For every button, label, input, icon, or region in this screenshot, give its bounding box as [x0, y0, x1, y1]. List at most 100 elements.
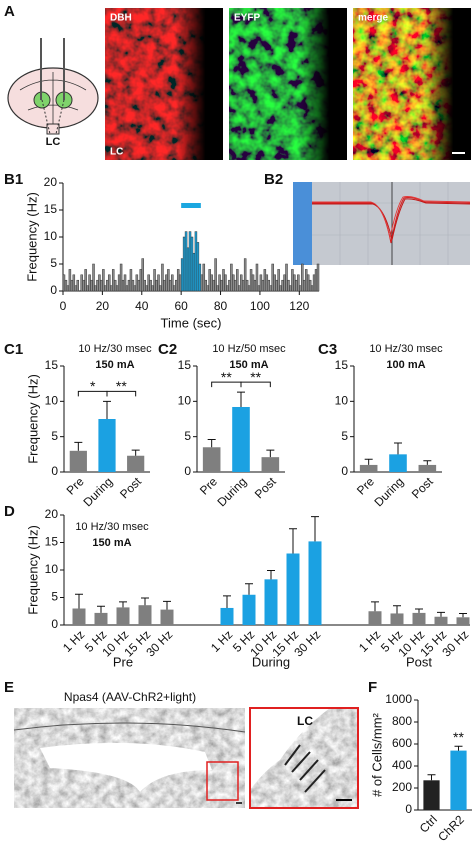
histogram-bar: [186, 247, 190, 292]
histogram-bar: [314, 269, 318, 292]
histogram-bar: [169, 279, 172, 292]
histogram-bar: [86, 285, 89, 292]
bar: [359, 464, 378, 472]
histogram-bar: [297, 274, 300, 292]
histogram-bar: [135, 274, 139, 292]
histogram-bar: [137, 279, 141, 292]
histogram-bar: [176, 269, 180, 292]
histogram-bar: [173, 285, 176, 292]
y-tick-label: 5: [184, 429, 191, 443]
histogram-bar: [261, 279, 265, 292]
histogram-bar: [147, 274, 150, 292]
y-tick-label: 0: [50, 283, 57, 297]
histogram-bar: [214, 258, 217, 292]
histogram-bar: [90, 279, 93, 292]
histogram-bar: [188, 231, 192, 292]
bar: [286, 553, 300, 625]
x-tick-label: 60: [174, 299, 188, 313]
y-tick-label: 15: [45, 535, 59, 549]
error-bar: [163, 600, 171, 610]
histogram-bar: [230, 263, 233, 292]
histogram-bar: [287, 279, 290, 292]
panel-label: B1: [4, 171, 23, 188]
error-bar: [119, 601, 127, 608]
histogram-bar: [121, 279, 125, 292]
bar: [160, 609, 174, 625]
bar: [390, 613, 404, 625]
histogram-bar: [151, 285, 154, 292]
histogram-bar: [72, 274, 76, 292]
histogram-bar: [277, 269, 280, 292]
histogram-bar: [161, 263, 164, 292]
histogram-bar: [232, 274, 235, 292]
histogram-bar: [224, 274, 227, 292]
chart-title: 10 Hz/30 msec: [78, 343, 152, 355]
histogram-bar: [226, 285, 229, 292]
y-tick-label: 10: [44, 229, 58, 243]
x-axis-label: Time (sec): [161, 315, 222, 330]
image-label: LC: [110, 147, 123, 158]
micrograph: [353, 8, 471, 160]
y-tick-label: 10: [178, 394, 192, 408]
histogram-bar: [76, 279, 80, 292]
y-tick-label: 0: [51, 617, 58, 631]
chart-subtitle: 150 mA: [229, 359, 268, 371]
histogram-bar: [271, 263, 274, 292]
histogram-bar: [96, 279, 99, 292]
histogram-bar: [117, 274, 121, 292]
error-bar: [74, 441, 83, 451]
histogram-bar: [302, 279, 306, 292]
error-bar: [267, 570, 275, 580]
error-bar: [237, 391, 245, 407]
bar: [98, 419, 116, 472]
y-tick-label: 20: [44, 175, 58, 189]
x-tick-label: 20: [96, 299, 110, 313]
histogram-bar: [238, 285, 241, 292]
y-tick-label: 5: [51, 590, 58, 604]
x-tick-label: 120: [289, 299, 309, 313]
histogram-bar: [206, 285, 209, 292]
y-tick-label: 15: [178, 358, 192, 372]
histogram-bar: [113, 279, 117, 292]
image-label: EYFP: [234, 13, 260, 24]
bar: [389, 454, 407, 472]
bar: [450, 750, 467, 810]
error-bar: [415, 608, 423, 613]
histogram-bar: [111, 269, 115, 292]
histogram-bar: [82, 279, 85, 292]
y-axis-label: # of Cells/mm²: [369, 712, 384, 796]
histogram-bar: [281, 279, 284, 292]
histogram-bar: [212, 279, 215, 292]
histogram-bar: [104, 285, 107, 292]
y-tick-label: 10: [335, 394, 349, 408]
histogram-bar: [184, 231, 188, 292]
bar: [138, 605, 152, 625]
histogram-bar: [157, 274, 160, 292]
y-tick-label: 5: [51, 429, 58, 443]
histogram-bar: [143, 279, 146, 292]
histogram-bar: [192, 252, 196, 292]
histogram-bar: [174, 279, 178, 292]
histogram-bar: [267, 279, 271, 292]
histogram-bar: [171, 274, 174, 292]
bar: [368, 611, 382, 625]
error-bar: [393, 605, 401, 614]
histogram-bar: [196, 242, 200, 292]
panel-label: D: [4, 503, 15, 520]
y-tick-label: 0: [184, 464, 191, 478]
histogram-bar: [269, 285, 272, 292]
histogram-bar: [216, 285, 219, 292]
histogram-bar: [249, 269, 253, 292]
error-bar: [371, 601, 379, 612]
significance-bracket: [106, 390, 137, 397]
x-tick-label: During: [214, 474, 249, 509]
x-tick-label: 1 Hz: [60, 627, 87, 654]
y-tick-label: 10: [45, 562, 59, 576]
error-bar: [427, 774, 436, 781]
x-tick-label: 1 Hz: [356, 627, 383, 654]
histogram-bar: [218, 274, 221, 292]
histogram-bar: [149, 279, 152, 292]
error-bar: [103, 400, 111, 419]
panel-label: B2: [264, 171, 283, 188]
